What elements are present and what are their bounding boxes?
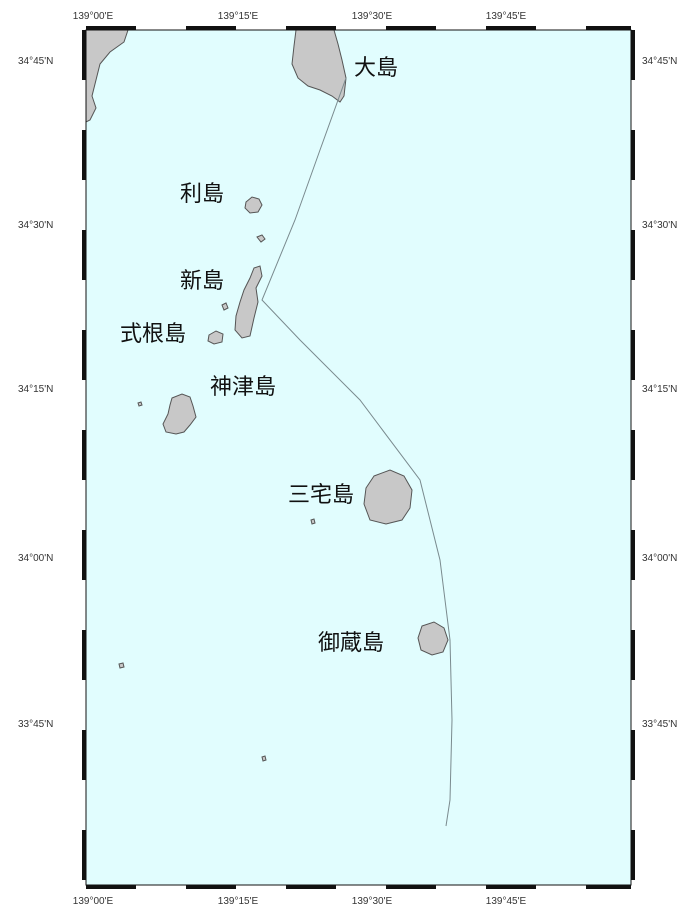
top-tick-label: 139°45'E xyxy=(486,11,527,22)
map-border-scale-bars xyxy=(82,26,635,889)
frame-bar-bottom xyxy=(586,885,631,889)
right-tick-label: 34°30'N xyxy=(642,220,677,231)
top-tick-label: 139°15'E xyxy=(218,11,259,22)
islet-onbase xyxy=(137,401,143,407)
frame-bar-top xyxy=(186,26,236,30)
bottom-tick-label: 139°45'E xyxy=(486,896,527,907)
frame-bar-top xyxy=(386,26,436,30)
frame-bar-right xyxy=(631,330,635,380)
frame-bar-right xyxy=(631,30,635,80)
frame-bar-left xyxy=(82,130,86,180)
left-tick-label: 34°45'N xyxy=(18,56,53,67)
label-shikinejima: 式根島 xyxy=(120,322,186,347)
frame-bar-bottom xyxy=(386,885,436,889)
frame-bar-top xyxy=(486,26,536,30)
islet-south xyxy=(261,755,267,762)
frame-bar-left xyxy=(82,430,86,480)
island-niijima xyxy=(234,265,263,339)
frame-bar-top xyxy=(586,26,631,30)
frame-bar-right xyxy=(631,630,635,680)
label-oshima: 大島 xyxy=(354,56,398,81)
frame-bar-right xyxy=(631,530,635,580)
island-miyakejima xyxy=(363,469,413,525)
islet-jinai xyxy=(221,302,229,311)
frame-bar-left xyxy=(82,230,86,280)
sea-area xyxy=(86,30,631,885)
islet-west xyxy=(118,662,125,669)
islet-udoneshima xyxy=(256,234,266,243)
frame-bar-bottom xyxy=(286,885,336,889)
left-tick-label: 34°15'N xyxy=(18,384,53,395)
island-toshima xyxy=(244,196,263,214)
bottom-tick-label: 139°00'E xyxy=(73,896,114,907)
ship-route-line xyxy=(261,77,453,827)
islet-onoharajima xyxy=(310,518,316,525)
top-tick-label: 139°00'E xyxy=(73,11,114,22)
label-toshima: 利島 xyxy=(180,182,224,207)
label-kozushima: 神津島 xyxy=(210,375,276,400)
left-tick-label: 33°45'N xyxy=(18,719,53,730)
frame-bar-right xyxy=(631,730,635,780)
mainland-izu-peninsula xyxy=(85,29,129,123)
frame-bar-right xyxy=(631,130,635,180)
bottom-tick-label: 139°30'E xyxy=(352,896,393,907)
island-kozushima xyxy=(162,393,197,435)
island-shikinejima xyxy=(207,330,224,345)
frame-bar-right xyxy=(631,430,635,480)
left-tick-label: 34°00'N xyxy=(18,553,53,564)
frame-bar-left xyxy=(82,30,86,80)
island-oshima xyxy=(291,29,347,103)
frame-bar-bottom xyxy=(186,885,236,889)
frame-bar-top xyxy=(86,26,136,30)
frame-bar-left xyxy=(82,830,86,880)
top-tick-label: 139°30'E xyxy=(352,11,393,22)
label-mikurajima: 御蔵島 xyxy=(318,631,384,656)
frame-bar-top xyxy=(286,26,336,30)
right-tick-label: 34°15'N xyxy=(642,384,677,395)
frame-bar-bottom xyxy=(86,885,136,889)
right-tick-label: 34°00'N xyxy=(642,553,677,564)
label-niijima: 新島 xyxy=(180,269,224,294)
frame-bar-left xyxy=(82,630,86,680)
right-tick-label: 33°45'N xyxy=(642,719,677,730)
frame-bar-right xyxy=(631,230,635,280)
frame-bar-left xyxy=(82,730,86,780)
label-miyakejima: 三宅島 xyxy=(288,483,354,508)
frame-bar-right xyxy=(631,830,635,880)
bottom-tick-label: 139°15'E xyxy=(218,896,259,907)
right-tick-label: 34°45'N xyxy=(642,56,677,67)
frame-bar-left xyxy=(82,530,86,580)
island-mikurajima xyxy=(417,621,449,656)
frame-bar-bottom xyxy=(486,885,536,889)
left-tick-label: 34°30'N xyxy=(18,220,53,231)
frame-bar-left xyxy=(82,330,86,380)
